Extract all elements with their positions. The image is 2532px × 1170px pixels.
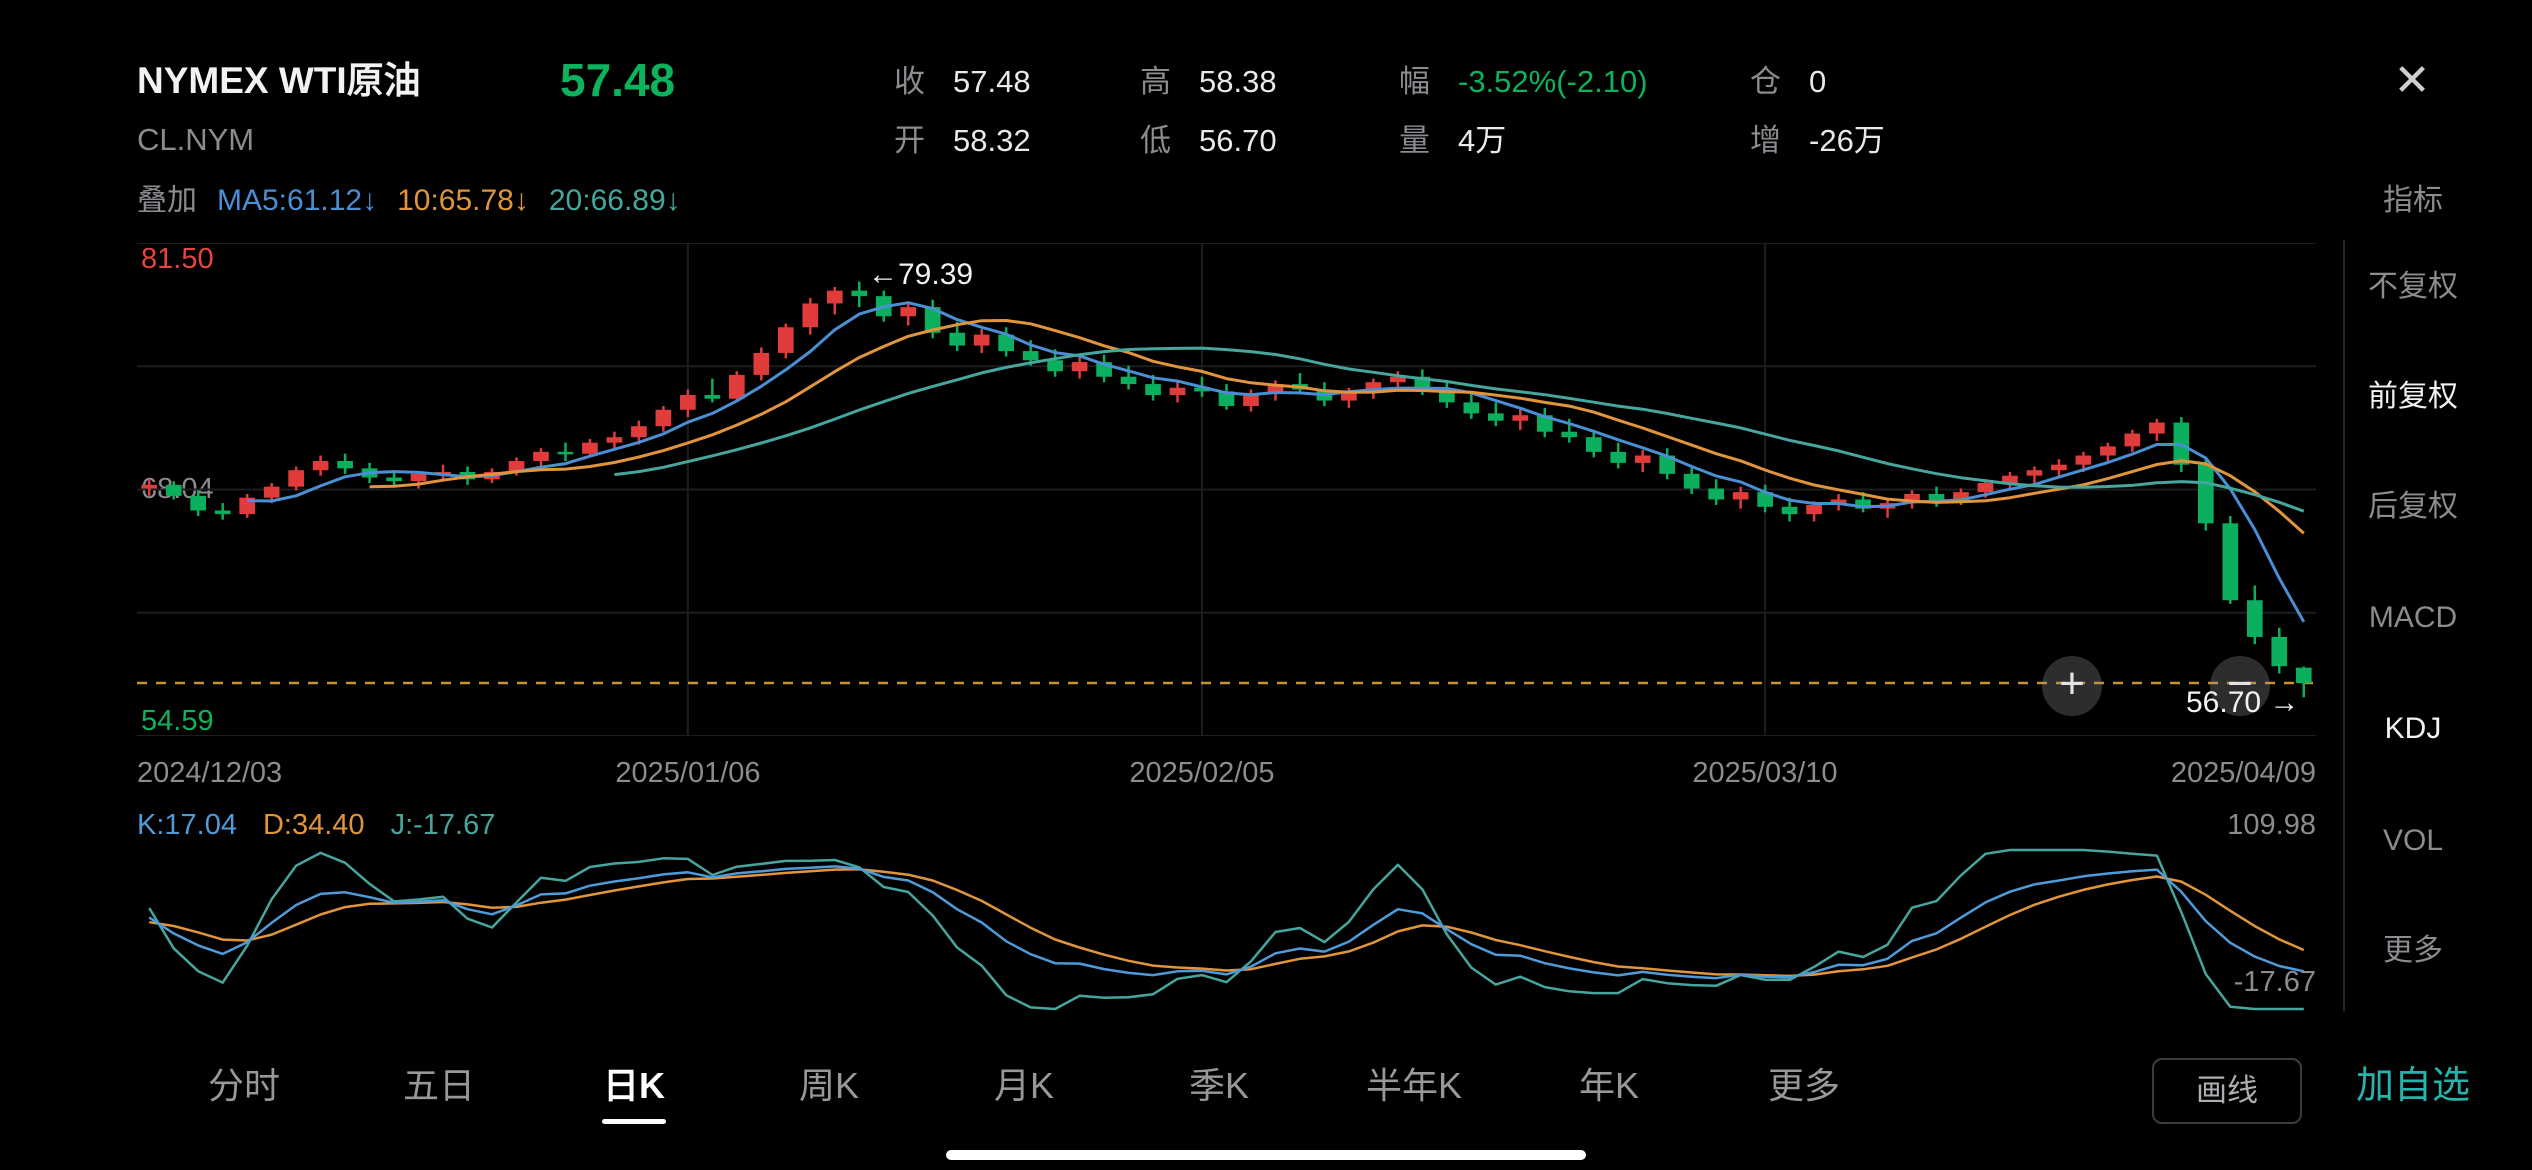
x-axis-date: 2025/02/05	[1129, 757, 1275, 789]
ma10-legend: 10:65.78↓	[397, 184, 529, 217]
close-value: 57.48	[953, 64, 1031, 99]
ma-overlay-bar: 叠加 MA5:61.12↓ 10:65.78↓ 20:66.89↓	[137, 180, 681, 222]
sidebar-item-more[interactable]: 更多	[2383, 934, 2443, 967]
sidebar-item-macd[interactable]: MACD	[2368, 601, 2458, 634]
stats-col-change-volume: 幅 -3.52%(-2.10) 量 4万	[1399, 52, 1648, 170]
stat-close: 收 57.48	[894, 52, 1031, 111]
sidebar-divider	[2343, 240, 2345, 1012]
change-label: 幅	[1399, 64, 1430, 99]
indicator-panel-header: 指标	[2383, 184, 2443, 217]
open-value: 58.32	[953, 123, 1031, 158]
tab-daily-k-label: 日K	[603, 1065, 665, 1106]
kdj-d-legend: D:34.40	[262, 809, 365, 841]
position-value: 0	[1809, 64, 1827, 99]
period-tabbar: 分时 五日 日K 周K 月K 季K 半年K 年K 更多	[179, 1048, 1869, 1124]
tab-weekly-k[interactable]: 周K	[798, 1065, 859, 1106]
volume-value: 4万	[1458, 123, 1507, 158]
low-label: 低	[1140, 123, 1171, 158]
high-value: 58.38	[1199, 64, 1277, 99]
overlay-label[interactable]: 叠加	[137, 184, 197, 217]
low-price-annotation: 56.70 →	[2186, 686, 2300, 719]
stats-col-high-low: 高 58.38 低 56.70	[1140, 52, 1277, 170]
kdj-min-label: -17.67	[2233, 966, 2316, 998]
kdj-j-legend: J:-17.67	[390, 809, 496, 841]
tab-intraday[interactable]: 分时	[207, 1065, 280, 1106]
x-axis: 2024/12/03 2025/01/06 2025/02/05 2025/03…	[137, 752, 2316, 794]
tab-daily-k[interactable]: 日K	[569, 1048, 699, 1124]
tab-monthly-k[interactable]: 月K	[993, 1065, 1054, 1106]
sidebar-item-vol[interactable]: VOL	[2382, 824, 2444, 857]
sidebar-item-back-adjust[interactable]: 后复权	[2368, 490, 2458, 523]
stat-volume: 量 4万	[1399, 111, 1648, 170]
open-label: 开	[894, 123, 925, 158]
stat-open: 开 58.32	[894, 111, 1031, 170]
instrument-title: NYMEX WTI原油	[137, 60, 421, 101]
close-icon[interactable]: ✕	[2393, 56, 2431, 105]
tab-more[interactable]: 更多	[1767, 1065, 1840, 1106]
position-label: 仓	[1750, 64, 1781, 99]
x-axis-date: 2025/04/09	[2170, 757, 2316, 789]
high-label: 高	[1140, 64, 1171, 99]
x-axis-date: 2024/12/03	[137, 757, 283, 789]
x-axis-date: 2025/03/10	[1692, 757, 1838, 789]
axis-label-max: 81.50	[141, 243, 214, 275]
change-value: -3.52%(-2.10)	[1458, 64, 1648, 99]
stats-col-close-open: 收 57.48 开 58.32	[894, 52, 1031, 170]
candlestick-chart[interactable]	[137, 243, 2316, 736]
active-tab-underline	[602, 1119, 666, 1124]
add-watchlist-button[interactable]: 加自选	[2356, 1065, 2471, 1107]
stat-increase: 增 -26万	[1750, 111, 1885, 170]
stat-high: 高 58.38	[1140, 52, 1277, 111]
kdj-chart[interactable]	[137, 848, 2316, 1011]
draw-line-button[interactable]: 画线	[2152, 1058, 2302, 1124]
increase-value: -26万	[1809, 123, 1885, 158]
kdj-k-legend: K:17.04	[137, 809, 237, 841]
ma20-legend: 20:66.89↓	[548, 184, 681, 217]
tab-5day[interactable]: 五日	[402, 1065, 475, 1106]
close-label: 收	[894, 64, 925, 99]
last-price: 57.48	[560, 54, 676, 106]
axis-label-min: 54.59	[141, 705, 214, 737]
stat-low: 低 56.70	[1140, 111, 1277, 170]
peak-price-annotation: ←79.39	[868, 258, 974, 291]
kdj-legend: K:17.04 D:34.40 J:-17.67	[137, 804, 495, 846]
zoom-in-button[interactable]: +	[2042, 656, 2102, 716]
tab-quarter-k[interactable]: 季K	[1188, 1065, 1249, 1106]
ma5-legend: MA5:61.12↓	[217, 184, 378, 217]
zoom-out-button[interactable]: −	[2210, 656, 2270, 716]
sidebar-item-fwd-adjust[interactable]: 前复权	[2368, 380, 2458, 413]
instrument-symbol: CL.NYM	[137, 122, 255, 157]
home-indicator	[946, 1150, 1586, 1160]
tab-halfyear-k[interactable]: 半年K	[1365, 1065, 1462, 1106]
low-value: 56.70	[1199, 123, 1277, 158]
sidebar-item-no-adjust[interactable]: 不复权	[2368, 270, 2458, 303]
sidebar-item-kdj[interactable]: KDJ	[2384, 712, 2442, 745]
stat-change: 幅 -3.52%(-2.10)	[1399, 52, 1648, 111]
increase-label: 增	[1750, 123, 1781, 158]
kdj-max-label: 109.98	[2227, 809, 2316, 841]
tab-yearly-k[interactable]: 年K	[1578, 1065, 1639, 1106]
volume-label: 量	[1399, 123, 1430, 158]
x-axis-date: 2025/01/06	[615, 757, 761, 789]
